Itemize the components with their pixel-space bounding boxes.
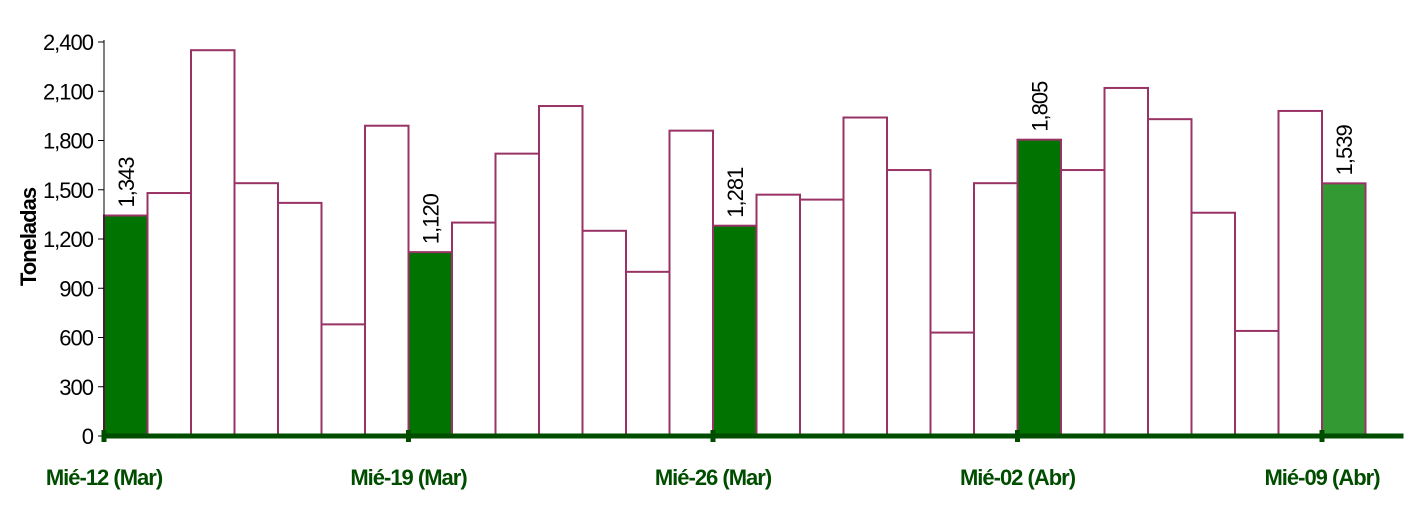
y-axis: 0 300 600 900 1,200 1,500 1,800 2,100 2,400 [43, 30, 105, 449]
x-tick-label: Mié-09 (Abr) [1264, 465, 1380, 490]
bar [799, 198, 845, 437]
data-label: 1,539 [1332, 125, 1357, 176]
bar [842, 116, 888, 438]
y-tick-label: 2,400 [43, 30, 94, 55]
bar [320, 323, 366, 437]
data-labels: 1,343 1,120 1,281 1,805 1,539 [114, 81, 1357, 244]
x-tick-label: Mié-02 (Abr) [960, 465, 1076, 490]
y-tick-label: 600 [59, 326, 93, 351]
bar [929, 331, 975, 438]
bar [1277, 109, 1323, 437]
bar [581, 229, 627, 437]
x-tick-label: Mié-19 (Mar) [350, 465, 467, 490]
bar [973, 182, 1019, 437]
bar [1060, 169, 1106, 438]
bar [233, 182, 279, 437]
y-tick-label: 900 [59, 276, 93, 301]
y-axis-title: Toneladas [16, 187, 41, 286]
bar [538, 105, 584, 438]
bar [1190, 211, 1236, 437]
bars [103, 49, 1367, 438]
bar [494, 152, 540, 437]
bar [1234, 329, 1280, 437]
data-label: 1,281 [723, 167, 748, 218]
data-label: 1,120 [418, 193, 443, 244]
bar [1321, 182, 1367, 437]
bar [1103, 86, 1149, 437]
bar [755, 193, 801, 437]
bar [886, 169, 932, 438]
bar [277, 201, 323, 437]
bar [407, 251, 453, 437]
bar [364, 124, 410, 437]
bar [1016, 138, 1062, 437]
bar [146, 192, 192, 437]
y-tick-label: 2,100 [43, 79, 94, 104]
y-tick-label: 0 [82, 424, 94, 449]
y-tick-label: 1,800 [43, 129, 94, 154]
data-label: 1,805 [1027, 81, 1052, 132]
y-tick-label: 300 [59, 375, 93, 400]
bar [712, 224, 758, 437]
bar [103, 214, 149, 437]
bar [451, 221, 497, 437]
data-label: 1,343 [114, 157, 139, 208]
x-tick-label: Mié-26 (Mar) [655, 465, 772, 490]
y-tick-label: 1,200 [43, 227, 94, 252]
bar [190, 49, 236, 437]
bar [625, 270, 671, 438]
bar [1147, 118, 1193, 438]
x-tick-label: Mié-12 (Mar) [46, 465, 163, 490]
x-axis: Mié-12 (Mar) Mié-19 (Mar) Mié-26 (Mar) Mié-… [46, 430, 1404, 490]
bar [668, 129, 714, 437]
y-tick-label: 1,500 [43, 178, 94, 203]
